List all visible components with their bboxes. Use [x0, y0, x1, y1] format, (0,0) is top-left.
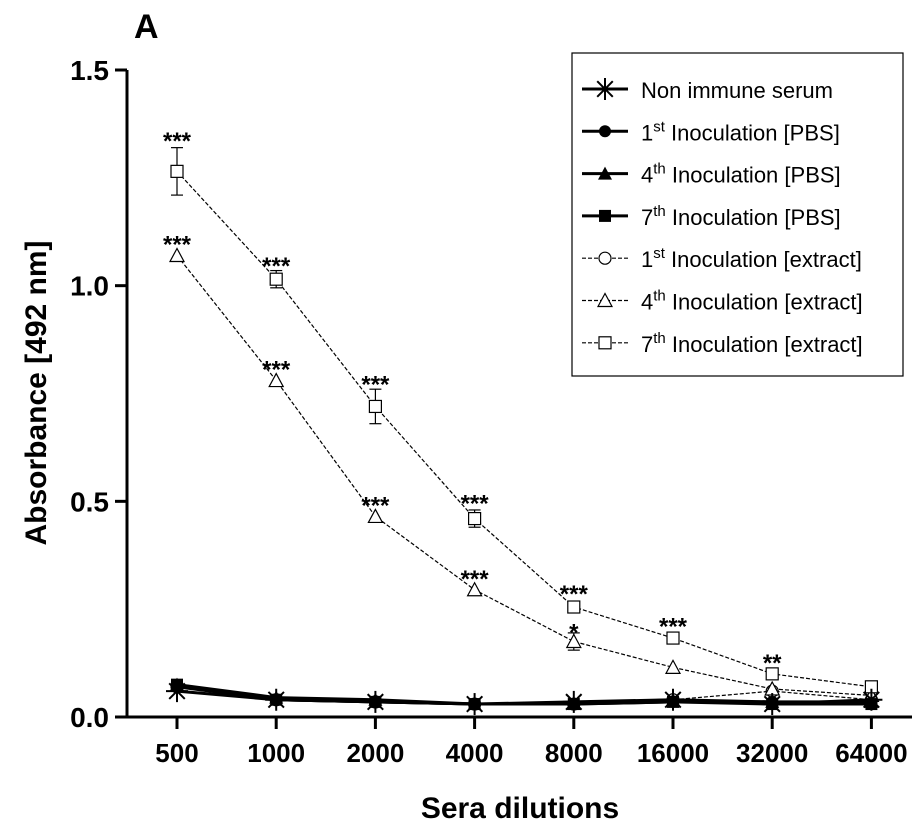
x-axis-label: Sera dilutions [421, 792, 619, 825]
legend-label: 4th Inoculation [extract] [641, 288, 863, 315]
axes: 0.0 0.5 1.0 1.5 500 1000 2000 4000 8000 16000 3200… [70, 55, 912, 768]
x-tick-label: 32000 [736, 738, 808, 768]
significance-annotation: * [569, 620, 579, 647]
data-point [368, 399, 382, 414]
data-point [567, 600, 581, 614]
significance-annotation: *** [361, 492, 390, 519]
legend-item-ext4: 4th Inoculation [extract] [582, 288, 863, 315]
legend-marker [594, 78, 616, 100]
x-tick-label: 2000 [346, 738, 404, 768]
legend-label: 4th Inoculation [PBS] [641, 161, 841, 188]
data-point [369, 695, 382, 708]
data-point [468, 511, 482, 526]
data-point [466, 581, 483, 597]
significance-annotation: *** [461, 490, 490, 517]
series-line [176, 170, 872, 688]
series-pbs7 [171, 678, 878, 711]
data-point [171, 678, 183, 691]
data-point [270, 693, 283, 706]
significance-annotation: *** [560, 581, 589, 608]
x-tick-label: 8000 [545, 738, 603, 768]
significance-annotation: *** [361, 372, 390, 399]
data-point [367, 508, 384, 524]
series-line [176, 255, 872, 697]
legend-marker [598, 166, 612, 180]
legend-label: 7th Inoculation [extract] [641, 330, 863, 357]
series-ext7 [170, 147, 879, 694]
legend-marker [599, 209, 611, 222]
data-point [664, 659, 682, 674]
legend-item-ext1: 1st Inoculation [extract] [582, 245, 862, 272]
legend-marker [599, 125, 611, 138]
significance-annotation: *** [163, 128, 192, 155]
legend-item-nis: Non immune serum [582, 78, 833, 103]
data-point [269, 272, 283, 286]
series-line [176, 683, 872, 706]
data-point [468, 698, 481, 711]
annotation-layer: ****************** ********** ***** [163, 128, 782, 677]
significance-annotation: *** [262, 357, 291, 384]
data-point [666, 631, 680, 645]
data-point [766, 698, 779, 711]
y-tick-label: 0.0 [70, 702, 109, 733]
legend-item-pbs1: 1st Inoculation [PBS] [582, 118, 840, 145]
legend-label: 1st Inoculation [PBS] [641, 118, 840, 145]
x-tick-label: 16000 [637, 738, 709, 768]
legend-marker [598, 336, 612, 350]
x-tick-label: 4000 [446, 738, 504, 768]
significance-annotation: ** [763, 650, 782, 677]
x-tick-label: 1000 [247, 738, 305, 768]
significance-annotation: *** [262, 253, 291, 280]
x-tick-label: 64000 [835, 738, 907, 768]
data-point [170, 164, 184, 178]
legend-item-pbs7: 7th Inoculation [PBS] [582, 203, 841, 230]
legend-marker [596, 292, 614, 308]
significance-annotation: *** [163, 232, 192, 259]
significance-annotation: *** [659, 613, 688, 640]
data-point [667, 695, 679, 708]
panel-label: A [134, 8, 159, 46]
data-point [865, 698, 878, 711]
legend-label: 7th Inoculation [PBS] [641, 203, 841, 230]
legend-marker [598, 251, 612, 265]
legend-label: Non immune serum [641, 78, 833, 103]
data-point [765, 667, 779, 681]
y-axis-label: Absorbance [492 nm] [20, 240, 53, 545]
data-point [567, 698, 580, 711]
legend-item-pbs4: 4th Inoculation [PBS] [582, 161, 841, 188]
series-layer [166, 147, 883, 716]
significance-annotation: *** [461, 566, 490, 593]
x-tick-label: 500 [155, 738, 198, 768]
data-point [565, 633, 582, 649]
legend-label: 1st Inoculation [extract] [641, 245, 862, 272]
y-tick-label: 0.5 [70, 486, 109, 517]
legend: Non immune serum 1st Inoculation [PBS] 4th… [571, 52, 904, 377]
legend-item-ext7: 7th Inoculation [extract] [582, 330, 863, 357]
y-tick-label: 1.0 [70, 271, 109, 302]
y-tick-label: 1.5 [70, 55, 109, 86]
data-point [268, 372, 285, 388]
data-point [168, 247, 186, 263]
